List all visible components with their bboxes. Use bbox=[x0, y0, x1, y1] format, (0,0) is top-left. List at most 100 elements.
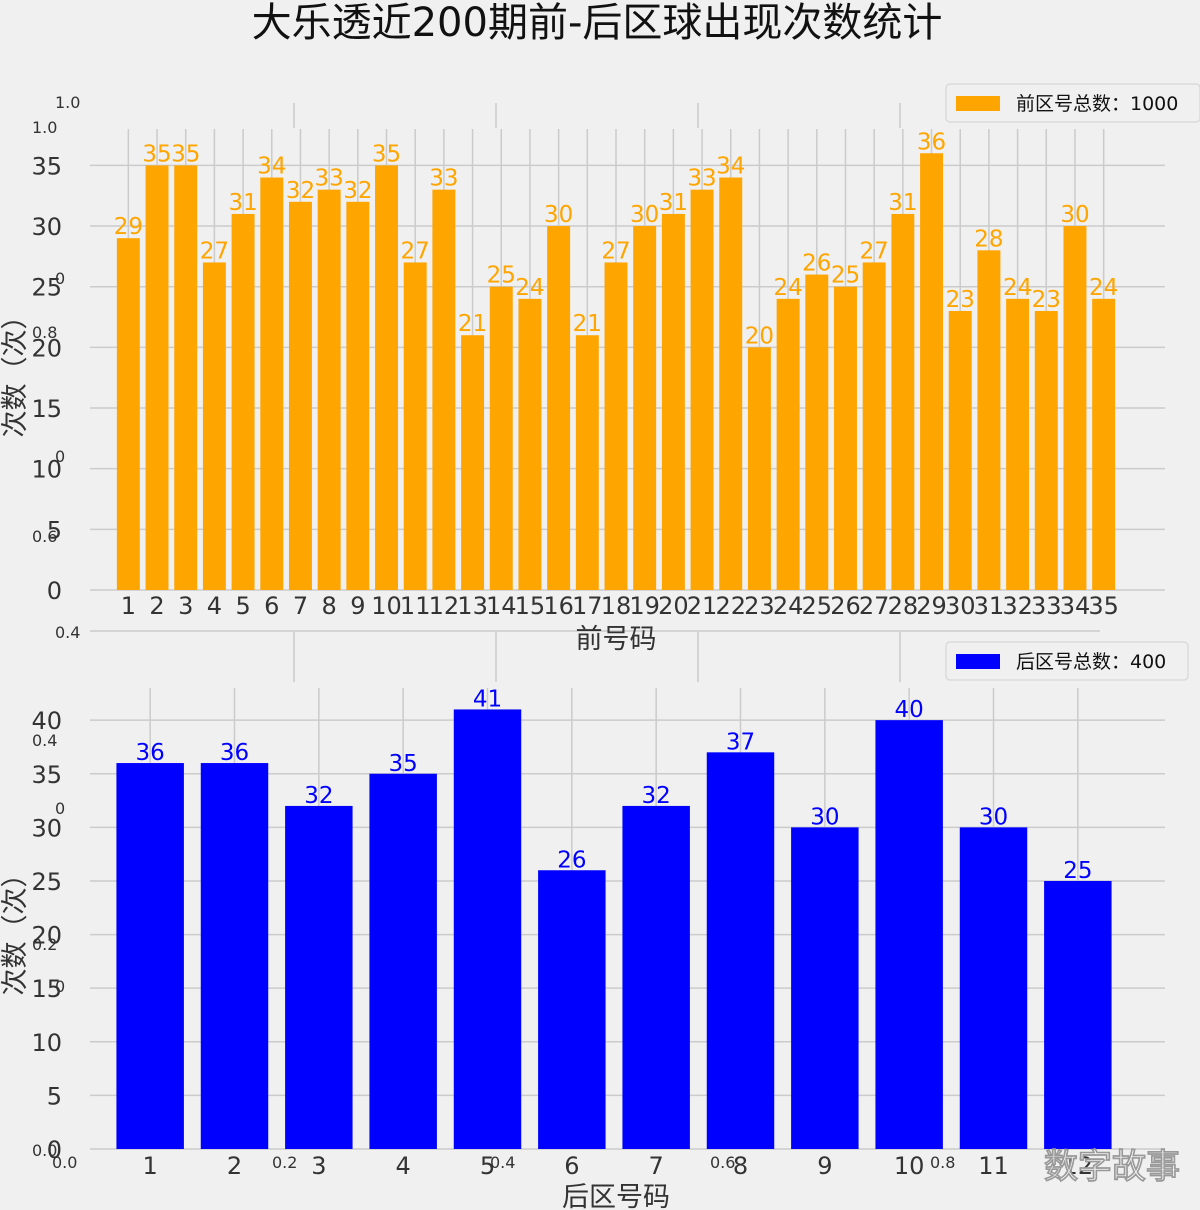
bar-value-label: 30 bbox=[1060, 202, 1089, 228]
x-axis-label: 后区号码 bbox=[562, 1182, 670, 1210]
background-axis: 1.0 1.0 0 0.8 0 0.6 0.4 0.4 0 0.2 0 0.0 … bbox=[32, 93, 1100, 1172]
bar bbox=[538, 870, 606, 1149]
x-tick-label: 24 bbox=[773, 592, 804, 620]
bar-value-label: 31 bbox=[659, 190, 688, 216]
y-tick-label: 5 bbox=[47, 516, 62, 544]
x-tick-label: 12 bbox=[429, 592, 460, 620]
x-tick-label: 8 bbox=[733, 1152, 748, 1180]
bar bbox=[1006, 298, 1030, 590]
bar-value-label: 35 bbox=[171, 141, 200, 167]
bar bbox=[862, 262, 886, 590]
x-tick-label: 23 bbox=[744, 592, 775, 620]
bar-value-label: 35 bbox=[372, 141, 401, 167]
bar-value-label: 36 bbox=[220, 740, 249, 766]
legend-box bbox=[945, 83, 1200, 123]
bar-value-label: 27 bbox=[860, 238, 889, 264]
bar bbox=[547, 226, 571, 591]
bg-tick-label: 0.4 bbox=[32, 731, 57, 750]
bar bbox=[1092, 298, 1116, 590]
x-tick-label: 29 bbox=[916, 592, 947, 620]
y-tick-label: 30 bbox=[31, 814, 62, 842]
y-tick-label: 35 bbox=[31, 761, 62, 789]
bg-tick-label: 0.4 bbox=[490, 1153, 515, 1172]
legend: 后区号总数：400 bbox=[945, 641, 1189, 681]
bar bbox=[959, 827, 1028, 1149]
bar-value-label: 30 bbox=[810, 804, 839, 830]
bar bbox=[518, 298, 542, 590]
y-tick-label: 0 bbox=[47, 1136, 62, 1164]
y-tick-label: 30 bbox=[31, 213, 62, 241]
x-tick-label: 15 bbox=[515, 592, 546, 620]
x-tick-label: 7 bbox=[293, 592, 308, 620]
y-axis-label: 次数（次） bbox=[0, 303, 31, 438]
y-tick-label: 0 bbox=[47, 577, 62, 605]
x-axis-label: 前号码 bbox=[576, 624, 657, 655]
legend: 前区号总数：1000 bbox=[945, 83, 1200, 123]
bar-value-label: 36 bbox=[136, 740, 165, 766]
y-tick-label: 20 bbox=[31, 922, 62, 950]
bar bbox=[432, 189, 456, 590]
x-tick-label: 27 bbox=[859, 592, 890, 620]
bar-value-label: 30 bbox=[979, 804, 1008, 830]
bar-value-label: 32 bbox=[642, 783, 671, 809]
bar bbox=[174, 165, 198, 591]
y-tick-label: 35 bbox=[31, 152, 62, 180]
bar bbox=[375, 165, 398, 591]
bar-value-label: 31 bbox=[228, 190, 257, 216]
bar-value-label: 35 bbox=[389, 751, 418, 777]
x-tick-label: 17 bbox=[572, 592, 603, 620]
x-tick-label: 3 bbox=[311, 1152, 326, 1180]
legend-swatch bbox=[956, 96, 1000, 111]
x-tick-label: 12 bbox=[1063, 1152, 1094, 1180]
bar-value-label: 41 bbox=[473, 686, 502, 712]
y-tick-label: 15 bbox=[31, 395, 62, 423]
bg-tick-label: 0.2 bbox=[32, 935, 57, 954]
watermark: 数字故事 bbox=[1044, 1147, 1180, 1187]
bar bbox=[317, 189, 341, 590]
y-axis-label: 次数（次） bbox=[0, 861, 31, 996]
bar-value-label: 21 bbox=[458, 311, 487, 337]
bar-value-label: 32 bbox=[286, 178, 315, 204]
bar bbox=[920, 153, 944, 590]
bar bbox=[200, 763, 269, 1149]
bar-value-label: 33 bbox=[429, 166, 458, 192]
bar-value-label: 27 bbox=[401, 238, 430, 264]
y-tick-label: 25 bbox=[31, 868, 62, 896]
x-tick-label: 5 bbox=[480, 1152, 495, 1180]
x-tick-label: 8 bbox=[322, 592, 337, 620]
bar bbox=[661, 213, 685, 590]
bar bbox=[719, 177, 743, 591]
y-tick-label: 15 bbox=[31, 975, 62, 1003]
bar bbox=[633, 226, 657, 591]
bg-tick-label: 0.8 bbox=[930, 1153, 955, 1172]
bar-value-label: 30 bbox=[630, 202, 659, 228]
bar-value-label: 25 bbox=[1063, 858, 1092, 884]
x-tick-label: 14 bbox=[486, 592, 517, 620]
x-tick-label: 3 bbox=[178, 592, 193, 620]
bar bbox=[1034, 310, 1058, 590]
x-tick-label: 13 bbox=[457, 592, 488, 620]
x-tick-label: 32 bbox=[1002, 592, 1033, 620]
x-tick-label: 1 bbox=[121, 592, 136, 620]
bar bbox=[834, 286, 857, 590]
x-tick-label: 9 bbox=[350, 592, 365, 620]
bg-tick-label: 0.6 bbox=[710, 1153, 735, 1172]
bar-value-label: 34 bbox=[716, 154, 745, 180]
x-tick-label: 11 bbox=[978, 1152, 1009, 1180]
x-tick-label: 5 bbox=[235, 592, 250, 620]
bar-value-label: 23 bbox=[946, 287, 975, 313]
bar bbox=[285, 805, 353, 1149]
y-tick-label: 25 bbox=[31, 274, 62, 302]
bar bbox=[369, 773, 437, 1149]
x-tick-label: 18 bbox=[601, 592, 632, 620]
x-tick-label: 34 bbox=[1060, 592, 1091, 620]
bar-value-label: 36 bbox=[917, 129, 946, 155]
bar-value-label: 27 bbox=[200, 238, 229, 264]
x-tick-label: 4 bbox=[207, 592, 222, 620]
bar bbox=[1044, 880, 1112, 1149]
x-tick-label: 10 bbox=[371, 592, 402, 620]
x-tick-label: 1 bbox=[143, 1152, 158, 1180]
bar bbox=[346, 201, 370, 590]
bar bbox=[791, 827, 859, 1149]
bg-tick-label: 0.6 bbox=[32, 527, 57, 546]
